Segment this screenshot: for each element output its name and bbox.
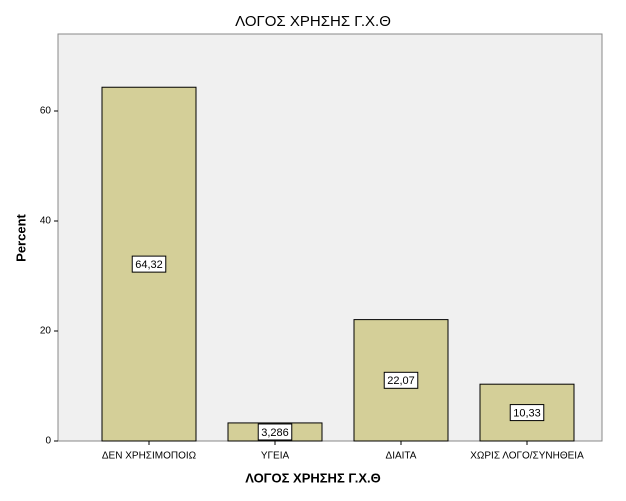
x-tick-label: ΧΩΡΙΣ ΛΟΓΟ/ΣΥΝΗΘΕΙΑ: [470, 451, 584, 462]
x-tick-label: ΥΓΕΙΑ: [261, 451, 290, 462]
x-tick-label: ΔΕΝ ΧΡΗΣΙΜΟΠΟΙΩ: [102, 451, 197, 462]
y-tick-label: 40: [40, 216, 52, 227]
value-label: 22,07: [387, 375, 415, 387]
value-label-box: [509, 404, 545, 422]
x-tick-label: ΔΙΑΙΤΑ: [386, 451, 417, 462]
y-tick-label: 0: [45, 436, 51, 447]
y-tick-label: 20: [40, 326, 52, 337]
value-label: 64,32: [135, 259, 163, 271]
x-axis-label: ΛΟΓΟΣ ΧΡΗΣΗΣ Γ.Χ.Θ: [245, 470, 381, 485]
y-axis-label: Percent: [13, 213, 28, 261]
value-label: 10,33: [513, 407, 541, 419]
value-label-box: [131, 255, 167, 273]
value-label-box: [257, 423, 293, 441]
y-tick-label: 60: [40, 106, 52, 117]
value-label: 3,286: [261, 427, 289, 439]
chart-title: ΛΟΓΟΣ ΧΡΗΣΗΣ Γ.Χ.Θ: [235, 13, 391, 30]
value-label-box: [383, 371, 419, 389]
